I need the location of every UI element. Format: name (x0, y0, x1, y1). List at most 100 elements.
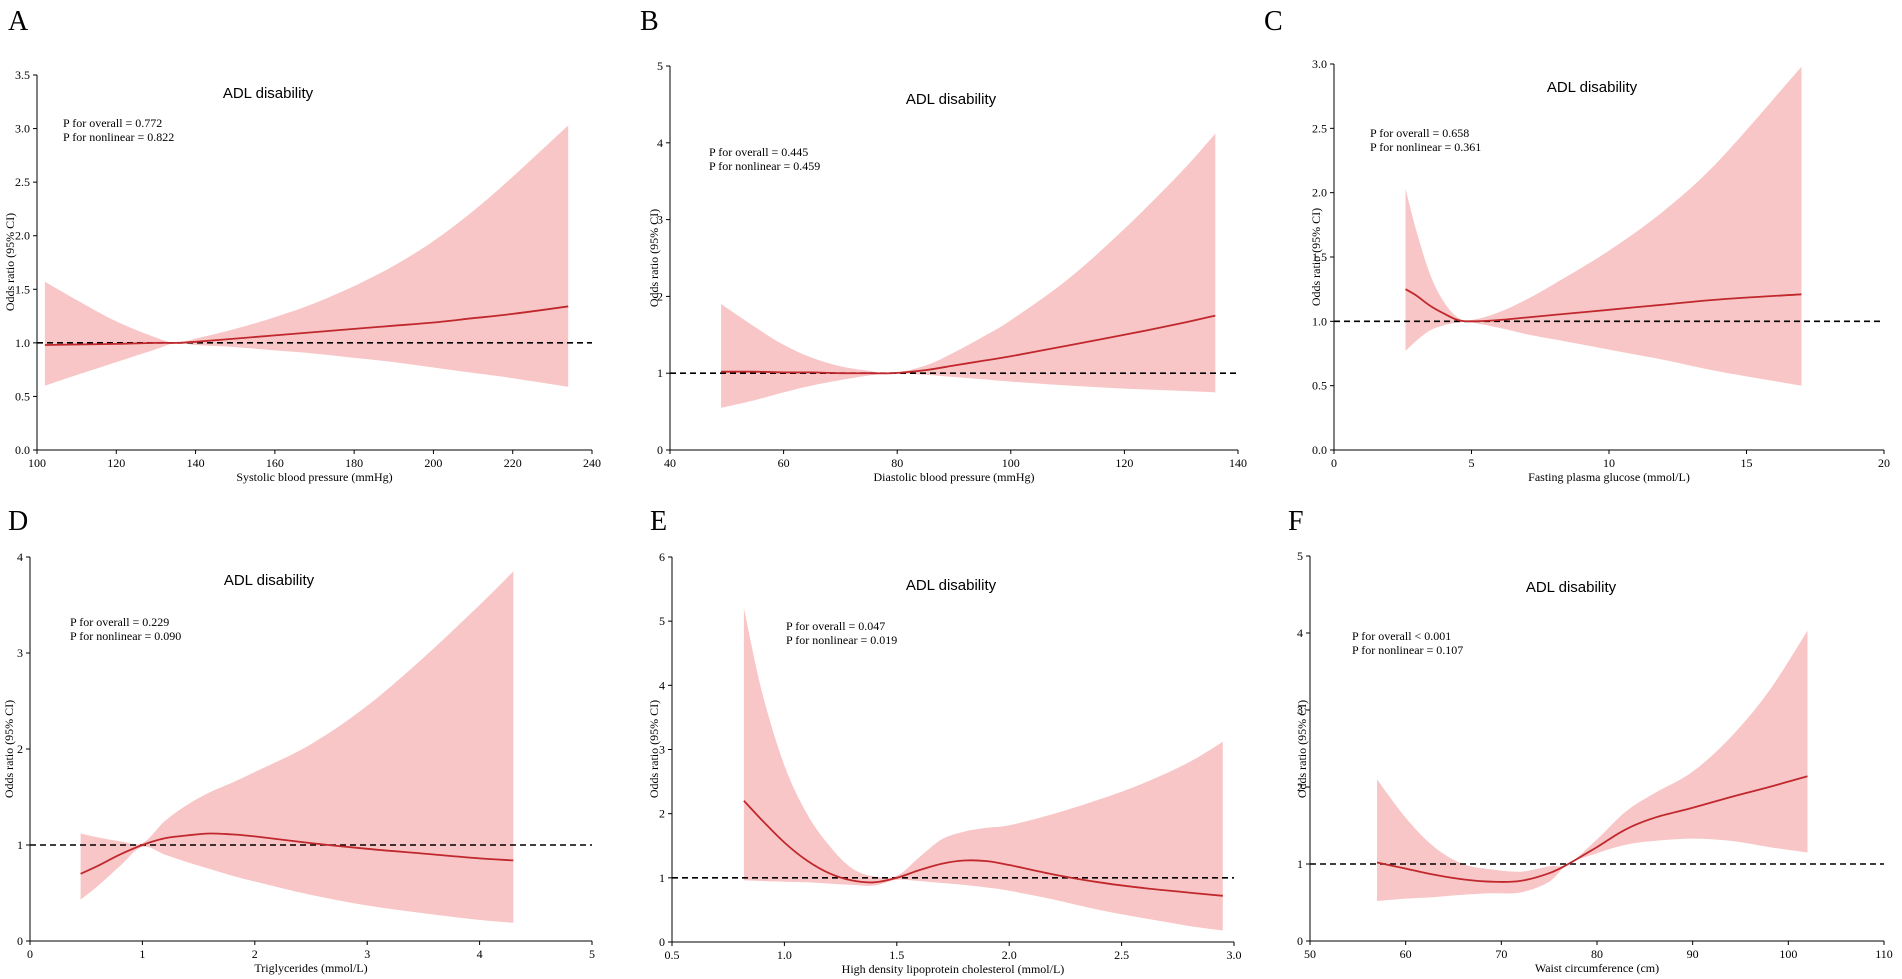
y-tick-label-c: 0.0 (1312, 443, 1327, 457)
x-tick-label-a: 120 (107, 456, 125, 470)
y-tick-label-a: 2.5 (15, 175, 30, 189)
y-tick-label-f: 1 (1297, 857, 1303, 871)
x-axis-label-b: Diastolic blood pressure (mmHg) (874, 470, 1035, 484)
x-tick-label-f: 90 (1687, 947, 1699, 961)
estimate-line-e (743, 800, 1223, 897)
x-tick-label-d: 3 (364, 947, 370, 961)
y-tick-label-c: 1.0 (1312, 314, 1327, 328)
x-tick-label-a: 220 (504, 456, 522, 470)
x-tick-label-e: 2.5 (1114, 948, 1129, 962)
panel-d: D 0 1 2 3 4 5 0 1 2 3 4 Triglycerides (mmol/L) Odds r… (2, 506, 595, 975)
y-tick-label-f: 4 (1297, 626, 1303, 640)
y-tick-label-d: 1 (17, 838, 23, 852)
estimate-line-d (80, 832, 514, 875)
y-tick-label-a: 2.0 (15, 229, 30, 243)
y-tick-label-e: 3 (659, 743, 665, 757)
y-tick-label-c: 0.5 (1312, 379, 1327, 393)
y-tick-label-b: 4 (657, 136, 663, 150)
x-axis-label-c: Fasting plasma glucose (mmol/L) (1528, 470, 1690, 484)
y-tick-label-b: 1 (657, 366, 663, 380)
y-tick-label-f: 5 (1297, 549, 1303, 563)
y-tick-label-b: 5 (657, 59, 663, 73)
x-tick-label-b: 60 (778, 456, 790, 470)
x-tick-label-a: 160 (266, 456, 284, 470)
y-axis-label-d: Odds ratio (95% CI) (2, 700, 16, 798)
plot-title-d: ADL disability (224, 572, 315, 589)
x-tick-label-f: 50 (1304, 947, 1316, 961)
x-tick-label-c: 10 (1603, 456, 1615, 470)
plot-title-a: ADL disability (223, 85, 314, 102)
x-tick-label-d: 4 (477, 947, 483, 961)
panel-letter-b: B (640, 6, 659, 37)
p-value-annotation-f: P for overall < 0.001 (1352, 629, 1451, 643)
estimate-line-a (44, 305, 569, 346)
y-tick-label-b: 0 (657, 443, 663, 457)
p-value-annotation-c: P for overall = 0.658 (1370, 126, 1469, 140)
x-tick-label-a: 240 (583, 456, 601, 470)
y-tick-label-d: 3 (17, 646, 23, 660)
x-tick-label-b: 140 (1229, 456, 1247, 470)
y-tick-label-c: 1.5 (1312, 250, 1327, 264)
x-tick-label-e: 2.0 (1002, 948, 1017, 962)
x-tick-label-f: 100 (1779, 947, 1797, 961)
p-value-annotation-a: P for nonlinear = 0.822 (63, 130, 174, 144)
x-tick-label-c: 15 (1741, 456, 1753, 470)
y-tick-label-e: 6 (659, 550, 665, 564)
x-tick-label-f: 70 (1495, 947, 1507, 961)
panel-b: B 40 60 80 100 120 140 0 1 2 3 4 5 Diastolic blood pr… (640, 6, 1247, 484)
panel-letter-f: F (1288, 506, 1304, 537)
x-tick-label-d: 1 (139, 947, 145, 961)
x-axis-label-d: Triglycerides (mmol/L) (254, 961, 367, 975)
p-value-annotation-e: P for overall = 0.047 (786, 619, 885, 633)
y-tick-label-b: 2 (657, 289, 663, 303)
x-tick-label-a: 140 (187, 456, 205, 470)
y-tick-label-e: 4 (659, 678, 665, 692)
y-tick-label-f: 2 (1297, 780, 1303, 794)
y-tick-label-e: 0 (659, 935, 665, 949)
p-value-annotation-d: P for overall = 0.229 (70, 615, 169, 629)
x-tick-label-d: 5 (589, 947, 595, 961)
panel-a: A 100 120 140 160 180 200 220 240 0.0 0.5 1.0 1.5 2.0… (3, 6, 601, 484)
panel-f: F 50 60 70 80 90 100 110 0 1 2 3 4 5 Waist circumferen… (1288, 506, 1893, 975)
panel-e: E 0.5 1.0 1.5 2.0 2.5 3.0 0 1 2 3 4 5 6 High density l… (647, 506, 1242, 976)
estimate-line-c (1405, 288, 1802, 323)
plot-title-e: ADL disability (906, 577, 997, 594)
y-tick-label-e: 5 (659, 614, 665, 628)
y-tick-label-c: 2.0 (1312, 186, 1327, 200)
y-tick-label-b: 3 (657, 213, 663, 227)
panel-letter-a: A (8, 6, 29, 37)
x-tick-label-a: 200 (424, 456, 442, 470)
plot-title-f: ADL disability (1526, 579, 1617, 596)
y-tick-label-a: 1.0 (15, 336, 30, 350)
y-axis-label-e: Odds ratio (95% CI) (647, 700, 661, 798)
x-axis-label-f: Waist circumference (cm) (1535, 961, 1659, 975)
p-value-annotation-f: P for nonlinear = 0.107 (1352, 643, 1463, 657)
y-tick-label-d: 4 (17, 550, 23, 564)
x-tick-label-f: 80 (1591, 947, 1603, 961)
y-tick-label-e: 2 (659, 807, 665, 821)
y-tick-label-e: 1 (659, 871, 665, 885)
p-value-annotation-e: P for nonlinear = 0.019 (786, 633, 897, 647)
panel-letter-d: D (8, 506, 28, 537)
x-tick-label-e: 1.5 (889, 948, 904, 962)
x-tick-label-f: 60 (1400, 947, 1412, 961)
y-tick-label-d: 0 (17, 934, 23, 948)
x-tick-label-a: 180 (345, 456, 363, 470)
y-tick-label-a: 0.0 (15, 443, 30, 457)
x-tick-label-d: 0 (27, 947, 33, 961)
x-tick-label-c: 5 (1469, 456, 1475, 470)
p-value-annotation-c: P for nonlinear = 0.361 (1370, 140, 1481, 154)
x-tick-label-b: 80 (891, 456, 903, 470)
x-tick-label-c: 0 (1331, 456, 1337, 470)
ci-band-f (1377, 630, 1808, 901)
x-tick-label-a: 100 (28, 456, 46, 470)
estimate-line-f (1376, 775, 1808, 883)
ci-band-c (1405, 66, 1802, 386)
ci-band-a (44, 125, 569, 387)
x-tick-label-e: 1.0 (777, 948, 792, 962)
y-tick-label-d: 2 (17, 742, 23, 756)
y-tick-label-f: 0 (1297, 934, 1303, 948)
ci-band-b (721, 133, 1216, 408)
p-value-annotation-d: P for nonlinear = 0.090 (70, 629, 181, 643)
